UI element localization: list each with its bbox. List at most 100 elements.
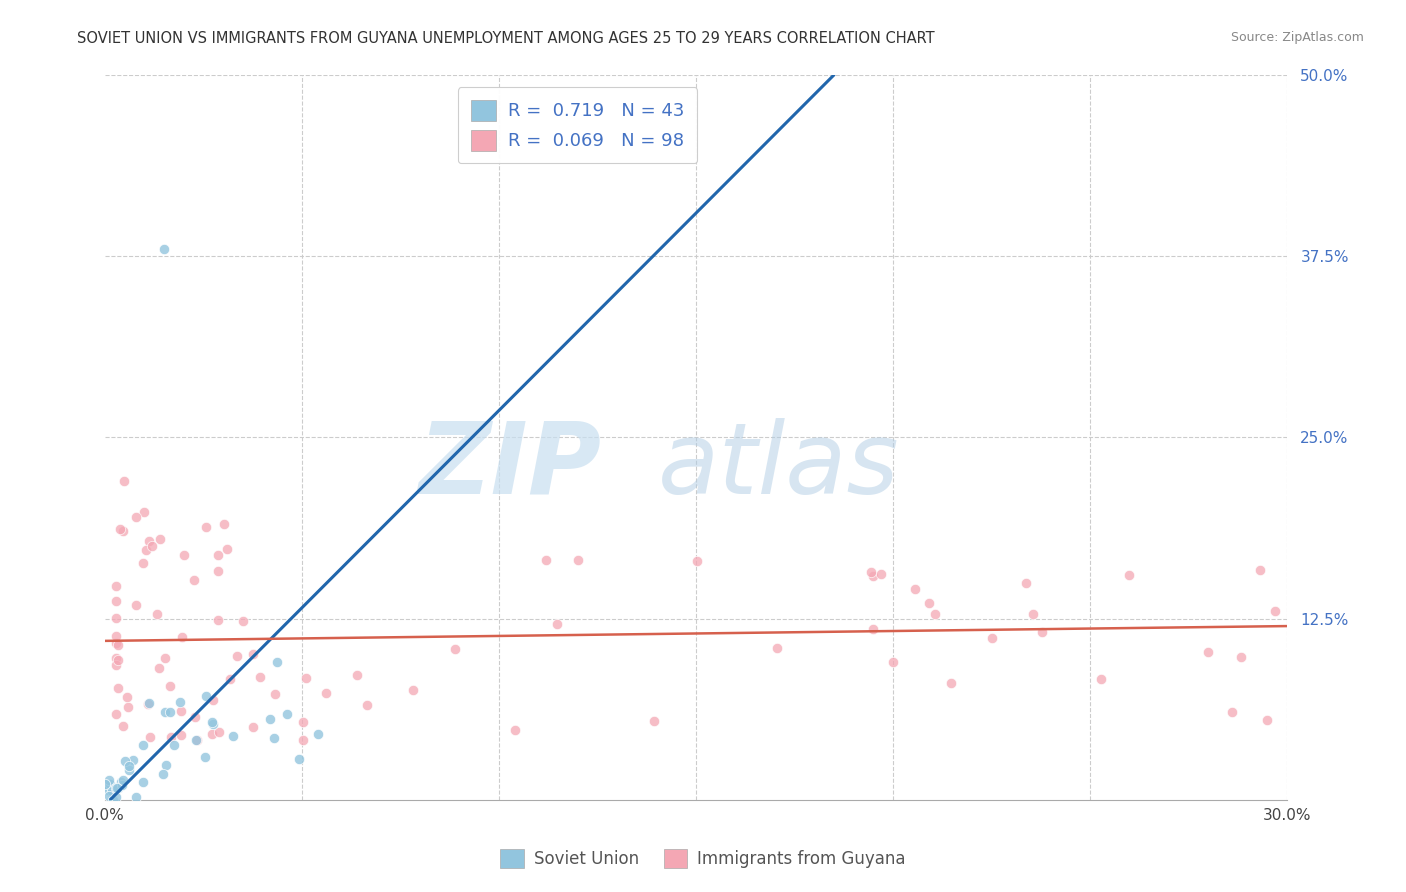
Point [924,607,946,622]
Point [765,641,787,656]
Point [862,569,884,583]
Point [146,607,169,622]
Point [112,772,135,787]
Point [1264,604,1286,618]
Point [941,676,963,690]
Point [1090,672,1112,686]
Point [242,647,264,661]
Point [242,720,264,734]
Point [149,533,172,547]
Point [155,651,177,665]
Point [112,524,135,538]
Point [134,505,156,519]
Point [97,773,120,788]
Point [292,733,315,747]
Point [160,730,183,744]
Point [1014,575,1036,590]
Point [114,754,136,768]
Point [402,682,425,697]
Point [107,653,129,667]
Point [97,789,120,804]
Point [232,614,254,628]
Point [184,732,207,747]
Point [125,598,148,612]
Point [169,695,191,709]
Point [200,727,222,741]
Point [859,566,882,580]
Point [111,778,134,792]
Point [1022,607,1045,622]
Point [152,242,174,256]
Point [148,661,170,675]
Point [138,533,160,548]
Point [122,753,145,767]
Point [263,731,285,745]
Point [917,596,939,610]
Point [208,724,231,739]
Point [356,698,378,712]
Legend: Soviet Union, Immigrants from Guyana: Soviet Union, Immigrants from Guyana [494,842,912,875]
Point [1230,649,1253,664]
Point [170,728,193,742]
Point [138,697,160,711]
Point [132,775,155,789]
Point [107,638,129,652]
Point [207,564,229,578]
Point [104,790,127,805]
Point [138,697,160,711]
Point [94,779,117,793]
Point [1197,645,1219,659]
Point [117,690,139,705]
Point [125,510,148,524]
Point [295,671,318,685]
Point [201,693,224,707]
Point [315,686,337,700]
Point [153,705,176,719]
Point [266,655,288,669]
Point [346,668,368,682]
Point [201,714,224,729]
Point [263,687,285,701]
Point [141,539,163,553]
Point [100,785,122,799]
Point [904,582,927,596]
Point [1118,568,1140,582]
Point [882,655,904,669]
Point [218,672,240,686]
Point [186,732,208,747]
Point [183,574,205,588]
Point [105,707,128,722]
Point [105,658,128,673]
Point [100,777,122,791]
Point [869,567,891,582]
Point [110,522,132,536]
Point [643,714,665,728]
Point [101,784,124,798]
Point [212,516,235,531]
Point [194,689,217,703]
Point [105,579,128,593]
Point [195,520,218,534]
Point [94,777,117,791]
Point [1220,706,1243,720]
Point [503,723,526,738]
Point [1256,714,1278,728]
Point [159,679,181,693]
Point [117,763,139,777]
Point [105,593,128,607]
Text: atlas: atlas [658,417,900,515]
Text: Source: ZipAtlas.com: Source: ZipAtlas.com [1230,31,1364,45]
Point [111,718,134,732]
Text: ZIP: ZIP [419,417,602,515]
Point [862,622,884,636]
Point [173,548,195,562]
Point [170,704,193,718]
Point [207,548,229,562]
Point [1031,624,1053,639]
Point [201,717,224,731]
Point [172,631,194,645]
Text: SOVIET UNION VS IMMIGRANTS FROM GUYANA UNEMPLOYMENT AMONG AGES 25 TO 29 YEARS CO: SOVIET UNION VS IMMIGRANTS FROM GUYANA U… [77,31,935,46]
Point [107,780,129,795]
Legend: R =  0.719   N = 43, R =  0.069   N = 98: R = 0.719 N = 43, R = 0.069 N = 98 [458,87,697,163]
Point [194,750,217,764]
